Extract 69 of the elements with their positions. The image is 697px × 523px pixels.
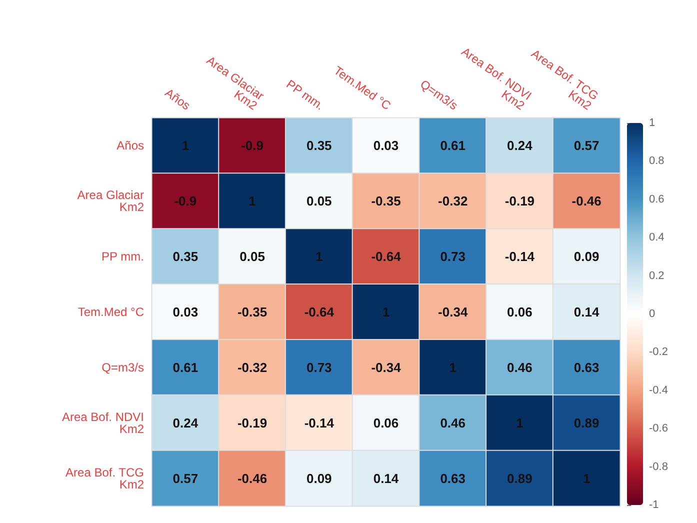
- data-label: 0.46: [507, 360, 532, 375]
- data-label: -0.64: [304, 304, 335, 320]
- data-label: -0.35: [237, 304, 268, 320]
- color-bar-label: 1: [649, 117, 656, 129]
- color-bar-label: -0.6: [649, 422, 668, 435]
- data-label: -0.32: [438, 194, 468, 209]
- data-label: 0.57: [172, 470, 198, 486]
- data-label: 0.14: [373, 470, 400, 486]
- data-label: 0.73: [440, 249, 466, 264]
- data-label: 0.05: [240, 249, 265, 264]
- data-label: 0.09: [574, 249, 600, 264]
- color-bar-label: -0.8: [649, 460, 668, 473]
- data-label: -0.19: [504, 194, 535, 209]
- y-tick-label: PP mm.: [102, 250, 144, 264]
- x-tick-label: Años: [162, 86, 193, 113]
- data-label: -0.32: [237, 360, 268, 375]
- y-tick-label: Area Glaciar Km2: [77, 188, 144, 214]
- data-label: 0.06: [507, 304, 532, 320]
- data-label: 0.03: [172, 304, 198, 320]
- color-bar-label: 0.2: [649, 270, 664, 282]
- data-label: 1: [182, 138, 190, 154]
- data-label: 0.46: [440, 415, 466, 430]
- data-label: -0.46: [237, 470, 268, 486]
- data-label: 0.24: [172, 415, 199, 430]
- color-bar-label: 0.4: [649, 232, 664, 244]
- color-bar-label: 0.6: [649, 193, 664, 206]
- data-label: 0.73: [306, 360, 332, 375]
- data-label: 1: [449, 360, 456, 375]
- data-label: -0.34: [438, 304, 468, 320]
- data-label: 0.35: [306, 138, 332, 154]
- data-label: 0.63: [574, 360, 600, 375]
- data-label: 0.24: [507, 138, 534, 154]
- data-label: 1: [382, 304, 390, 320]
- data-label: 0.14: [574, 304, 600, 320]
- y-tick-label: Q=m3/s: [102, 360, 144, 374]
- y-tick-label: Años: [116, 138, 144, 153]
- data-label: -0.35: [371, 194, 401, 209]
- color-bar-label: 0.8: [649, 155, 664, 168]
- data-label: 0.63: [440, 470, 466, 486]
- color-bar-label: 0: [649, 308, 656, 320]
- color-bar-label: -0.2: [649, 346, 668, 358]
- data-label: 1: [582, 470, 590, 486]
- data-label: -0.46: [572, 194, 602, 209]
- data-label: -0.14: [304, 415, 335, 430]
- data-label: 0.06: [373, 415, 399, 430]
- data-label: -0.64: [371, 249, 402, 264]
- y-tick-label: Tem.Med °C: [78, 305, 144, 319]
- data-label: -0.9: [241, 138, 264, 154]
- data-label: -0.34: [371, 360, 402, 375]
- data-label: 1: [248, 194, 256, 209]
- data-label: 0.57: [574, 138, 600, 154]
- data-label: 0.03: [373, 138, 399, 154]
- data-label: -0.19: [237, 415, 268, 430]
- color-bar-label: -0.4: [649, 384, 668, 396]
- data-label: -0.9: [174, 194, 197, 209]
- data-label: 1: [516, 415, 524, 430]
- data-label: 0.35: [172, 249, 198, 264]
- y-tick-label: Area Bof. NDVI Km2: [62, 410, 144, 436]
- color-bar-label: -1: [649, 499, 659, 511]
- data-label: 0.09: [306, 470, 332, 486]
- data-label: 0.61: [172, 360, 198, 375]
- data-label: 0.89: [574, 415, 600, 430]
- y-tick-label: Area Bof. TCG Km2: [66, 465, 144, 492]
- data-label: -0.14: [504, 249, 536, 264]
- x-tick-label: PP mm.: [284, 76, 327, 113]
- data-label: 0.05: [306, 194, 332, 209]
- data-label: 1: [316, 249, 323, 264]
- data-label: 0.89: [507, 470, 532, 486]
- data-label: 0.61: [440, 138, 466, 154]
